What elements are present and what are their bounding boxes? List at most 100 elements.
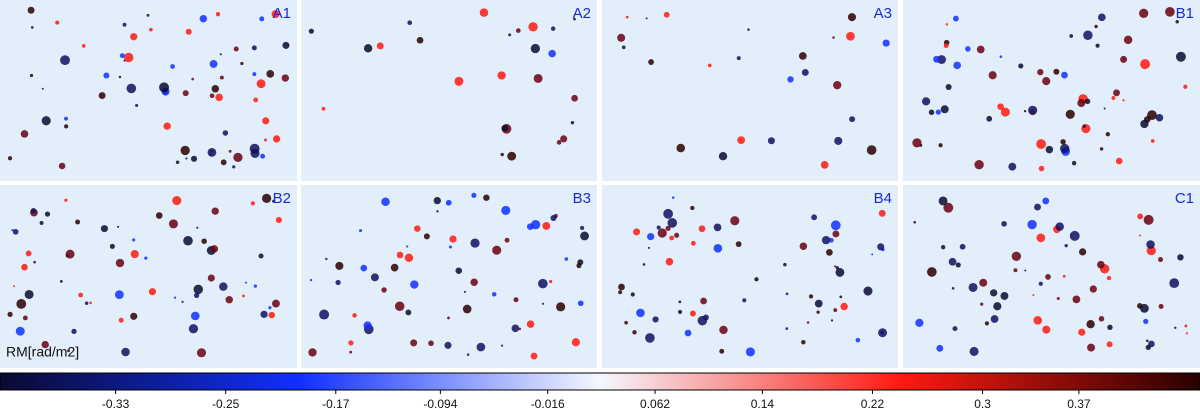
map-feature [130, 312, 138, 320]
map-feature [261, 193, 272, 203]
map-feature [839, 295, 843, 299]
map-feature [1055, 222, 1064, 231]
map-feature [268, 306, 272, 310]
map-feature [41, 87, 44, 90]
map-feature [1082, 124, 1086, 128]
map-feature [912, 138, 922, 148]
map-feature [1094, 24, 1098, 29]
map-feature [275, 216, 282, 224]
map-feature [81, 44, 86, 48]
map-feature [882, 39, 890, 47]
map-feature [833, 308, 838, 313]
map-feature [168, 219, 178, 229]
map-feature [713, 244, 723, 253]
map-feature [1079, 248, 1087, 256]
map-feature [642, 263, 646, 266]
map-feature [175, 160, 180, 165]
map-feature [1042, 77, 1051, 86]
map-feature [515, 28, 521, 33]
map-feature [697, 315, 708, 326]
map-feature [976, 45, 985, 54]
panel-label: B3 [573, 190, 591, 207]
map-feature [123, 52, 134, 63]
map-feature [181, 300, 184, 303]
map-feature [225, 295, 233, 304]
map-feature [736, 56, 741, 61]
map-feature [855, 337, 861, 343]
map-feature [665, 257, 674, 266]
map-feature [268, 311, 275, 319]
map-feature [801, 340, 806, 345]
map-feature [335, 261, 344, 270]
map-feature [783, 262, 787, 267]
map-feature [321, 106, 326, 111]
map-feature [1069, 230, 1080, 241]
map-feature [39, 221, 44, 225]
map-feature [785, 292, 789, 296]
map-feature [27, 6, 35, 14]
map-feature [25, 250, 32, 257]
map-feature [550, 26, 556, 31]
map-feature [849, 116, 856, 123]
map-feature [550, 215, 557, 221]
map-feature [624, 320, 628, 325]
map-feature [33, 260, 36, 264]
map-feature [370, 273, 379, 282]
map-feature [1060, 139, 1066, 145]
map-feature [193, 292, 200, 299]
map-feature [1053, 68, 1060, 75]
map-feature [719, 348, 725, 354]
map-feature [700, 297, 707, 305]
map-feature [689, 310, 696, 317]
map-feature [1183, 84, 1188, 89]
map-feature [55, 20, 60, 25]
map-feature [103, 72, 110, 79]
map-feature [360, 264, 368, 272]
map-feature [381, 197, 390, 207]
map-feature [1158, 303, 1164, 309]
map-feature [530, 220, 541, 230]
map-feature [349, 350, 353, 354]
map-feature [500, 152, 504, 157]
map-feature [1083, 30, 1093, 40]
map-feature [618, 283, 625, 291]
map-feature [1042, 325, 1051, 334]
map-feature [119, 53, 125, 59]
map-feature [690, 240, 696, 246]
map-feature [182, 90, 189, 97]
tick-label: 0.3 [974, 397, 991, 411]
map-feature [271, 10, 280, 19]
tick-label: -0.016 [531, 397, 565, 411]
map-feature [513, 297, 519, 303]
map-feature [67, 349, 70, 353]
map-feature [730, 216, 740, 226]
map-feature [677, 309, 683, 315]
map-feature [201, 238, 207, 244]
map-feature [30, 208, 37, 214]
map-feature [1097, 260, 1105, 269]
map-feature [533, 73, 543, 83]
map-feature [348, 340, 354, 346]
map-feature [580, 231, 589, 241]
map-feature [7, 156, 13, 161]
map-feature [999, 55, 1003, 58]
map-feature [405, 309, 412, 316]
panel-label: A3 [874, 5, 892, 22]
map-feature [501, 205, 511, 215]
map-feature [871, 253, 874, 256]
map-feature [737, 136, 746, 145]
map-feature [445, 199, 452, 206]
map-feature [1036, 139, 1047, 149]
map-feature [816, 310, 820, 314]
map-feature [1106, 341, 1113, 348]
map-feature [207, 148, 217, 157]
map-feature [1107, 324, 1113, 331]
map-feature [988, 71, 997, 80]
map-feature [647, 246, 651, 249]
map-feature [404, 253, 414, 262]
map-feature [1027, 219, 1037, 230]
map-feature [100, 225, 108, 233]
map-feature [410, 339, 418, 347]
map-feature [245, 281, 248, 284]
map-feature [41, 340, 49, 349]
